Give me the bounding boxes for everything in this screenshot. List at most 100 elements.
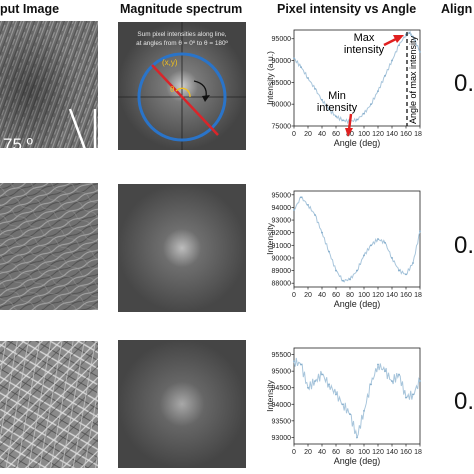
- y-tick-label: 95000: [272, 192, 292, 199]
- x-tick-label: 180: [414, 292, 422, 299]
- data-point: [335, 393, 337, 396]
- x-tick-label: 0: [292, 449, 296, 456]
- spectrum-diagram: [118, 22, 246, 150]
- data-point: [412, 262, 414, 264]
- data-point: [328, 250, 330, 253]
- x-tick-label: 140: [386, 449, 398, 456]
- x-tick-label: 60: [332, 449, 340, 456]
- data-point: [419, 230, 421, 233]
- plot-frame: [293, 347, 421, 445]
- data-point: [419, 380, 421, 383]
- data-point: [384, 74, 386, 77]
- spectrum-caption-1: Sum pixel intensities along line,: [137, 31, 227, 38]
- y-tick-label: 85000: [272, 80, 292, 87]
- data-point: [408, 32, 411, 34]
- x-tick-label: 120: [372, 449, 384, 456]
- data-point: [356, 436, 358, 439]
- x-tick-label: 40: [318, 131, 326, 138]
- data-point: [391, 257, 393, 259]
- data-point: [342, 119, 344, 122]
- data-point: [349, 278, 351, 281]
- data-point: [342, 279, 344, 282]
- y-tick-label: 95000: [272, 36, 292, 43]
- x-tick-label: 160: [400, 131, 412, 138]
- data-point: [314, 380, 316, 383]
- data-point: [307, 77, 309, 79]
- x-tick-label: 100: [358, 449, 370, 456]
- data-point: [398, 373, 400, 376]
- y-tick-label: 94000: [272, 402, 292, 409]
- y-tick-label: 75000: [272, 124, 292, 131]
- x-axis-label: Angle (deg): [334, 299, 381, 309]
- data-point: [370, 383, 372, 386]
- x-tick-label: 100: [358, 131, 370, 138]
- y-axis-label: Intensity: [265, 222, 275, 254]
- data-point: [363, 254, 365, 257]
- data-point: [342, 403, 344, 406]
- fiber-texture-random: [0, 341, 98, 468]
- data-point: [293, 209, 295, 211]
- y-tick-label: 93000: [272, 218, 292, 225]
- min-arrow: [347, 113, 353, 131]
- max-label-line2: intensity: [344, 44, 385, 56]
- theta-arc: [175, 87, 191, 98]
- x-tick-label: 40: [318, 449, 326, 456]
- y-axis-label: Intensity (a.u.): [265, 51, 275, 105]
- alignment-value-2: 0.: [454, 232, 474, 259]
- data-point: [398, 44, 400, 47]
- data-point: [307, 203, 309, 206]
- data-point: [412, 35, 414, 38]
- x-tick-label: 80: [346, 131, 354, 138]
- rotation-arrow: [193, 80, 207, 98]
- data-point: [377, 90, 379, 92]
- x-tick-label: 140: [386, 131, 398, 138]
- x-tick-label: 160: [400, 292, 412, 299]
- spectrum-glow-3: [118, 340, 246, 468]
- rotation-arrowhead: [202, 95, 210, 102]
- data-point: [300, 66, 302, 68]
- data-point: [335, 269, 337, 272]
- y-tick-label: 90000: [272, 255, 292, 262]
- theta-label: θ: [170, 85, 175, 94]
- min-label-line1: Min: [328, 90, 346, 102]
- data-point: [307, 386, 309, 389]
- max-label-line1: Max: [354, 32, 375, 44]
- data-point: [412, 393, 414, 396]
- header-magnitude-spectrum: Magnitude spectrum: [120, 2, 243, 16]
- x-tick-label: 40: [318, 292, 326, 299]
- data-point: [384, 241, 386, 244]
- x-tick-label: 140: [386, 292, 398, 299]
- input-image-random: [0, 341, 98, 468]
- header-pixel-intensity: Pixel intensity vs Angle: [277, 2, 417, 16]
- xy-label: (x,y): [162, 58, 178, 67]
- data-point: [335, 115, 337, 118]
- x-tick-label: 60: [332, 292, 340, 299]
- data-point: [370, 103, 372, 106]
- y-tick-label: 93500: [272, 418, 292, 425]
- data-point: [370, 244, 372, 247]
- data-point: [391, 380, 393, 383]
- angle-label: 75 º: [3, 135, 33, 148]
- x-tick-label: 0: [292, 131, 296, 138]
- data-point: [363, 112, 365, 115]
- y-tick-label: 80000: [272, 102, 292, 109]
- x-tick-label: 120: [372, 131, 384, 138]
- data-point: [300, 196, 302, 199]
- data-point: [363, 409, 365, 412]
- max-angle-label: Angle of max intensity: [408, 35, 418, 124]
- x-tick-label: 180: [414, 449, 422, 456]
- sampling-line: [151, 64, 219, 136]
- x-axis-label: Angle (deg): [334, 138, 381, 148]
- y-tick-label: 94500: [272, 385, 292, 392]
- intensity-plot-1: 0 20 40 60 80 100120140160180 75000 80000 85000 9…: [265, 29, 422, 148]
- fiber-texture-aligned: [0, 21, 98, 148]
- min-label-line2: intensity: [317, 102, 358, 114]
- alignment-value-1: 0.: [454, 70, 474, 97]
- header-input-image: put Image: [0, 2, 60, 16]
- intensity-plot-3: 0 20 40 60 80 100120140160180 93000 93500 94000 9…: [265, 347, 422, 466]
- x-axis-label: Angle (deg): [334, 456, 381, 466]
- data-point: [321, 98, 323, 101]
- min-arrowhead: [345, 128, 353, 137]
- data-point: [328, 383, 330, 386]
- data-point: [391, 59, 393, 62]
